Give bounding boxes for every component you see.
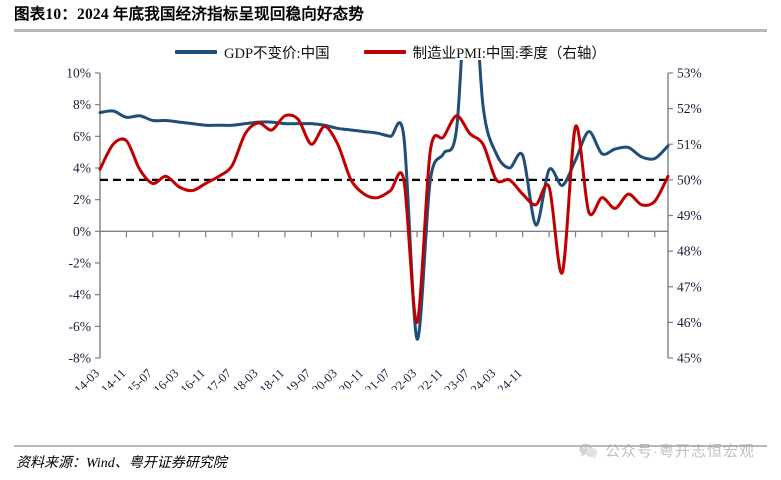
series-line-gdp	[98, 60, 670, 341]
x-tick-labels: 2014-032014-112015-072016-032016-112017-…	[63, 366, 525, 390]
legend-line-swatch-gdp	[175, 50, 218, 54]
watermark: 公众号·粤开志恒宏观	[579, 440, 755, 461]
source-note: 资料来源：Wind、粤开证券研究院	[16, 456, 227, 471]
x-axis	[99, 230, 668, 238]
legend-line-swatch-pmi	[363, 50, 406, 54]
svg-text:2%: 2%	[73, 192, 91, 207]
wechat-icon	[579, 443, 598, 459]
svg-text:8%: 8%	[73, 97, 91, 112]
legend-item-gdp: GDP不变价:中国	[175, 42, 330, 63]
legend-label-pmi: 制造业PMI:中国:季度（右轴）	[412, 45, 606, 62]
svg-text:-4%: -4%	[69, 287, 92, 302]
chart-plot-area: 10% 8% 6% 4% 2% 0% -2% -4% -6% -8% 53% 52% 51% 50% 49…	[0, 60, 781, 390]
svg-text:-6%: -6%	[69, 319, 92, 334]
svg-text:46%: 46%	[677, 315, 702, 330]
title-divider	[14, 29, 767, 32]
right-axis: 53% 52% 51% 50% 49% 48% 47% 46% 45%	[667, 66, 702, 366]
footer-divider	[14, 445, 767, 447]
svg-text:47%: 47%	[677, 279, 702, 294]
svg-text:-8%: -8%	[69, 351, 92, 366]
svg-text:4%: 4%	[73, 161, 91, 176]
svg-text:48%: 48%	[677, 244, 702, 259]
svg-text:49%: 49%	[677, 208, 702, 223]
svg-text:52%: 52%	[677, 101, 702, 116]
chart-legend: GDP不变价:中国 制造业PMI:中国:季度（右轴）	[0, 40, 781, 64]
legend-label-gdp: GDP不变价:中国	[224, 45, 330, 62]
svg-text:-2%: -2%	[69, 256, 92, 271]
svg-text:6%: 6%	[73, 129, 91, 144]
svg-text:53%: 53%	[677, 66, 702, 81]
x-tick-label: 2014-03	[63, 366, 102, 390]
series-lines	[98, 60, 670, 341]
page-title: 图表10：2024 年底我国经济指标呈现回稳向好态势	[14, 6, 365, 23]
legend-item-pmi: 制造业PMI:中国:季度（右轴）	[363, 42, 606, 63]
svg-text:10%: 10%	[66, 66, 91, 81]
svg-text:50%: 50%	[677, 172, 702, 187]
series-line-pmi	[98, 113, 670, 324]
svg-text:0%: 0%	[73, 224, 91, 239]
svg-text:45%: 45%	[677, 351, 702, 366]
chart-header: 图表10：2024 年底我国经济指标呈现回稳向好态势	[14, 4, 767, 34]
watermark-text: 公众号·粤开志恒宏观	[605, 443, 755, 460]
left-axis: 10% 8% 6% 4% 2% 0% -2% -4% -6% -8%	[66, 66, 101, 366]
svg-text:51%: 51%	[677, 137, 702, 152]
